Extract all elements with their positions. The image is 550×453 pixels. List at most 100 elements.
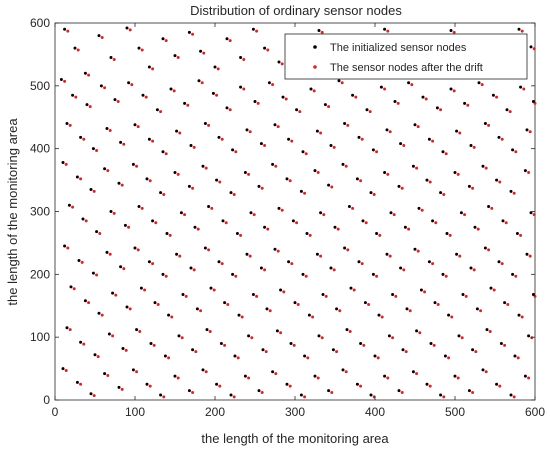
initialized-node-point xyxy=(365,108,369,112)
initialized-node-point xyxy=(469,144,473,148)
initialized-node-point xyxy=(179,211,183,215)
initialized-node-point xyxy=(441,150,445,154)
drift-node-point xyxy=(514,150,518,154)
initialized-node-point xyxy=(159,393,163,397)
drift-node-point xyxy=(167,356,171,360)
drift-node-point xyxy=(348,330,352,334)
drift-node-point xyxy=(239,233,243,237)
initialized-node-point xyxy=(131,368,135,372)
initialized-node-point xyxy=(371,148,375,152)
drift-node-point xyxy=(458,254,462,258)
drift-node-point xyxy=(487,123,491,127)
drift-node-point xyxy=(354,95,358,99)
initialized-node-point xyxy=(199,49,203,53)
plot-frame xyxy=(54,22,536,401)
drift-node-point xyxy=(280,208,284,212)
drift-node-point xyxy=(324,294,328,298)
initialized-node-point xyxy=(239,85,243,89)
drift-node-point xyxy=(164,152,168,156)
drift-node-point xyxy=(96,355,100,359)
drift-node-point xyxy=(130,83,134,87)
drift-node-point xyxy=(178,131,182,135)
drift-node-point xyxy=(68,328,72,332)
initialized-node-point xyxy=(349,286,353,290)
drift-node-point xyxy=(452,89,456,93)
drift-node-point xyxy=(164,39,168,43)
initialized-node-point xyxy=(509,393,513,397)
initialized-node-point xyxy=(427,137,431,141)
drift-node-point xyxy=(372,193,376,197)
initialized-node-point xyxy=(399,266,403,270)
initialized-node-point xyxy=(149,341,153,345)
initialized-node-point xyxy=(69,285,73,289)
initialized-node-point xyxy=(203,246,207,250)
initialized-node-point xyxy=(79,135,83,139)
drift-node-point xyxy=(360,137,364,141)
initialized-node-point xyxy=(221,219,225,223)
drift-node-point xyxy=(106,373,110,377)
drift-node-point xyxy=(388,130,392,134)
initialized-node-point xyxy=(231,148,235,152)
drift-node-point xyxy=(303,191,307,195)
drift-node-point xyxy=(63,79,67,83)
drift-node-point xyxy=(103,86,107,90)
drift-node-point xyxy=(151,67,155,71)
initialized-node-point xyxy=(223,301,227,305)
initialized-node-point xyxy=(127,81,131,85)
initialized-node-point xyxy=(83,71,87,75)
initialized-node-point xyxy=(147,260,151,264)
initialized-node-point xyxy=(285,177,289,181)
drift-node-point xyxy=(400,390,404,394)
initialized-node-point xyxy=(175,129,179,133)
drift-node-point xyxy=(452,30,456,34)
x-axis-ticks: 0 100 200 300 400 500 600 xyxy=(52,23,545,419)
initialized-node-point xyxy=(61,367,65,371)
initialized-node-point xyxy=(257,184,261,188)
initialized-node-point xyxy=(265,307,269,311)
drift-node-point xyxy=(196,227,200,231)
drift-node-point xyxy=(152,343,156,347)
drift-node-point xyxy=(500,137,504,141)
initialized-node-point xyxy=(229,393,233,397)
initialized-node-point xyxy=(449,29,453,33)
initialized-node-point xyxy=(293,301,297,305)
initialized-node-point xyxy=(317,334,321,338)
initialized-node-point xyxy=(201,368,205,372)
initialized-node-point xyxy=(131,162,135,166)
initialized-node-point xyxy=(299,189,303,193)
initialized-node-point xyxy=(529,211,533,215)
drift-node-point xyxy=(80,260,84,264)
initialized-node-point xyxy=(133,123,137,127)
initialized-node-point xyxy=(225,37,229,41)
drift-node-point xyxy=(471,186,475,190)
initialized-node-point xyxy=(361,219,365,223)
initialized-node-point xyxy=(379,85,383,89)
drift-node-point xyxy=(442,395,446,399)
drift-node-point xyxy=(124,348,128,352)
initialized-node-point xyxy=(209,286,213,290)
drift-node-point xyxy=(247,172,251,176)
initialized-node-point xyxy=(425,178,429,182)
drift-node-point xyxy=(295,221,299,225)
drift-node-point xyxy=(480,83,484,87)
drift-node-point xyxy=(431,262,435,266)
initialized-node-point xyxy=(61,160,65,164)
drift-node-point xyxy=(394,294,398,298)
initialized-node-point xyxy=(249,211,253,215)
drift-node-point xyxy=(162,193,166,197)
drift-node-point xyxy=(506,302,510,306)
drift-node-point xyxy=(460,336,464,340)
drift-node-point xyxy=(364,221,368,225)
drift-node-point xyxy=(415,372,419,376)
drift-node-point xyxy=(156,302,160,306)
drift-node-point xyxy=(87,73,91,77)
initialized-node-point xyxy=(419,288,423,292)
drift-node-point xyxy=(514,274,518,278)
drift-node-point xyxy=(114,293,118,297)
initialized-node-point xyxy=(327,389,331,393)
drift-node-point xyxy=(172,89,176,93)
drift-node-point xyxy=(520,315,524,319)
drift-node-point xyxy=(484,370,488,374)
drift-node-point xyxy=(202,51,206,55)
drift-node-point xyxy=(260,186,264,190)
